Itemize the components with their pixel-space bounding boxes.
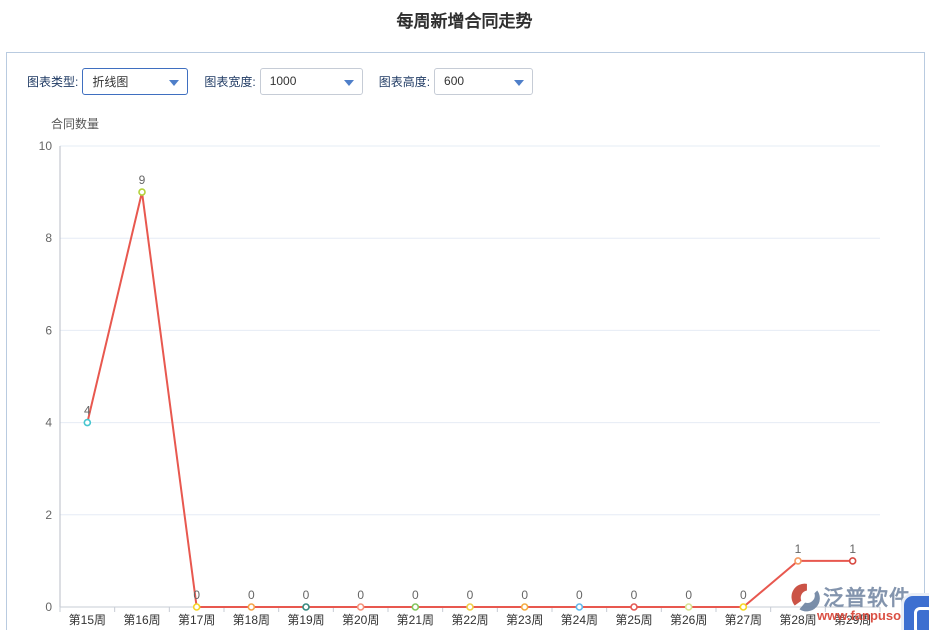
- chart-type-label: 图表类型:: [27, 74, 79, 89]
- chevron-down-icon: [343, 79, 354, 86]
- chart-type-group: 图表类型: 折线图: [27, 67, 189, 95]
- chevron-down-icon: [169, 79, 180, 86]
- chart-type-select[interactable]: 折线图: [82, 67, 189, 95]
- y-axis-title: 合同数量: [51, 117, 100, 131]
- page-title: 每周新增合同走势: [396, 12, 533, 31]
- page: 每周新增合同走势 图表类型: 折线图 图表宽度: 1000 图表高度:: [0, 7, 929, 630]
- fanpu-logo-icon: [791, 583, 820, 612]
- chart-width-value: 1000: [269, 74, 297, 88]
- chat-phone-icon: [914, 607, 929, 630]
- chart-width-label: 图表宽度:: [204, 74, 256, 89]
- chart-height-group: 图表高度: 600: [378, 67, 534, 95]
- chat-widget-button[interactable]: [901, 593, 929, 630]
- chart-width-select[interactable]: 1000: [259, 67, 363, 95]
- chevron-down-icon: [514, 79, 525, 86]
- chart-type-value: 折线图: [92, 74, 129, 89]
- chart-height-select[interactable]: 600: [434, 67, 534, 95]
- chart-height-value: 600: [444, 74, 465, 88]
- chart-panel: 图表类型: 折线图 图表宽度: 1000 图表高度: 600: [6, 52, 925, 630]
- chart-height-label: 图表高度:: [378, 74, 431, 89]
- chart-width-group: 图表宽度: 1000: [204, 67, 363, 95]
- watermark-brand: 泛普软件: [823, 587, 911, 610]
- toolbar: 图表类型: 折线图 图表宽度: 1000 图表高度: 600: [7, 53, 924, 95]
